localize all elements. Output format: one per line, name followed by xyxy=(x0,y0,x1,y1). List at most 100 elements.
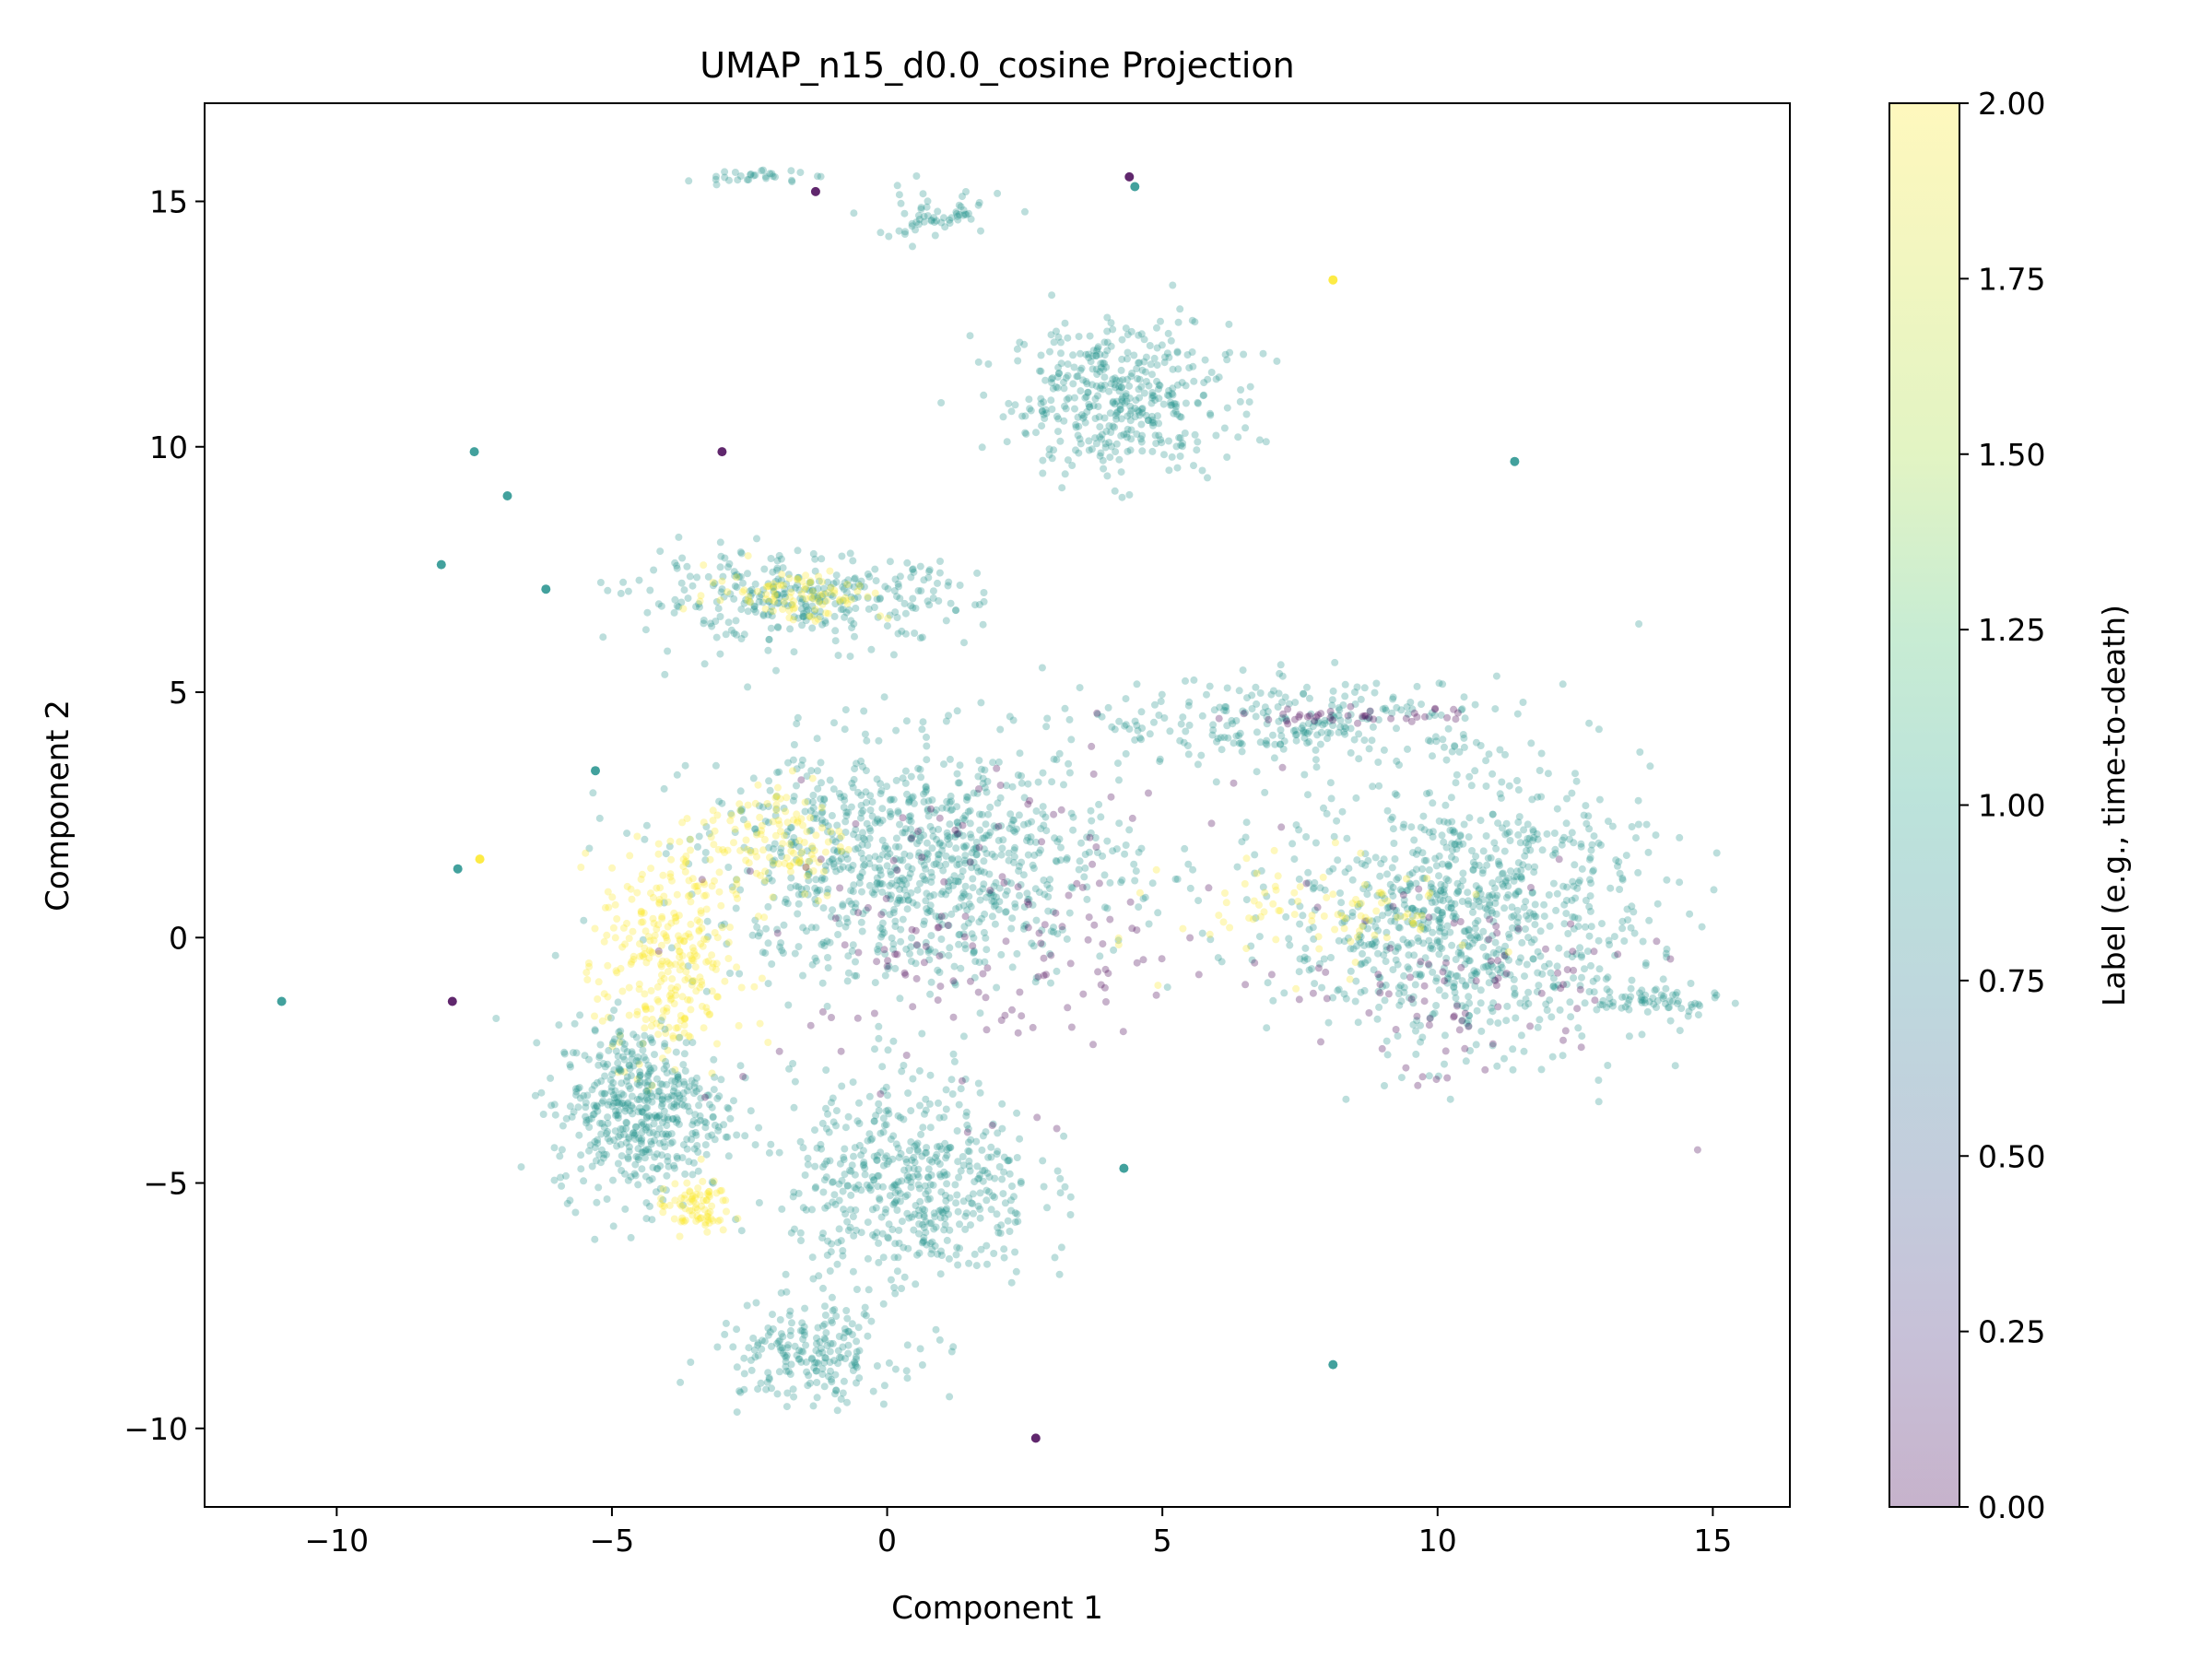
scatter-point xyxy=(997,851,1006,859)
scatter-point xyxy=(1494,957,1502,965)
scatter-point xyxy=(1054,415,1063,423)
scatter-point xyxy=(1252,683,1260,691)
scatter-point xyxy=(838,552,846,560)
scatter-point xyxy=(972,851,981,859)
scatter-point xyxy=(819,1284,827,1292)
scatter-point xyxy=(1477,742,1485,749)
scatter-point xyxy=(814,1324,822,1332)
scatter-point xyxy=(1425,712,1433,721)
scatter-point xyxy=(1311,717,1318,725)
scatter-point xyxy=(956,779,963,787)
scatter-point xyxy=(977,699,985,707)
scatter-point xyxy=(1207,369,1216,376)
scatter-point xyxy=(1064,334,1072,342)
scatter-point xyxy=(572,1049,581,1057)
scatter-point xyxy=(1220,424,1229,432)
scatter-point xyxy=(839,902,847,911)
scatter-point xyxy=(797,1347,806,1356)
scatter-point xyxy=(1403,939,1411,947)
scatter-point xyxy=(1100,465,1108,473)
scatter-point xyxy=(788,178,796,186)
scatter-point xyxy=(1168,390,1176,397)
scatter-point xyxy=(687,920,695,928)
scatter-point xyxy=(740,1370,748,1378)
scatter-point xyxy=(1441,992,1449,1000)
scatter-point xyxy=(1077,364,1086,372)
scatter-point xyxy=(842,808,851,817)
scatter-point xyxy=(1212,375,1220,383)
scatter-point xyxy=(897,199,905,207)
scatter-point xyxy=(806,827,814,835)
scatter-point xyxy=(1435,986,1443,994)
scatter-point xyxy=(806,814,815,822)
scatter-point xyxy=(961,812,970,819)
scatter-point xyxy=(794,890,803,899)
scatter-point xyxy=(1641,961,1650,970)
scatter-point xyxy=(696,1191,704,1199)
scatter-point xyxy=(853,1117,862,1125)
scatter-point xyxy=(1415,937,1423,946)
scatter-point xyxy=(983,1260,991,1268)
scatter-point xyxy=(1097,382,1105,390)
scatter-point xyxy=(905,797,913,806)
scatter-point xyxy=(1099,385,1107,394)
scatter-point xyxy=(1039,803,1047,811)
scatter-point xyxy=(900,1273,909,1281)
scatter-point xyxy=(999,1190,1007,1198)
scatter-point xyxy=(618,943,627,951)
scatter-point xyxy=(873,880,881,888)
scatter-point xyxy=(769,568,777,576)
scatter-point xyxy=(924,197,932,206)
scatter-point xyxy=(1583,819,1591,828)
scatter-point xyxy=(1505,828,1513,836)
scatter-point xyxy=(1439,680,1447,688)
scatter-point xyxy=(1236,729,1244,737)
scatter-point xyxy=(902,717,911,725)
scatter-point xyxy=(952,844,960,853)
scatter-point xyxy=(1018,412,1026,420)
scatter-point xyxy=(1065,394,1073,402)
scatter-point xyxy=(809,549,818,558)
scatter-point xyxy=(1121,399,1129,407)
scatter-point xyxy=(1339,701,1347,709)
scatter-point xyxy=(1138,408,1147,417)
scatter-point xyxy=(1309,723,1317,731)
scatter-point xyxy=(1521,972,1528,981)
scatter-point xyxy=(1194,398,1202,406)
scatter-point xyxy=(1567,1013,1575,1021)
scatter-point xyxy=(776,848,784,856)
scatter-point xyxy=(789,616,797,624)
scatter-point xyxy=(1546,922,1554,930)
scatter-point xyxy=(1022,429,1030,438)
scatter-point xyxy=(673,771,681,779)
scatter-point xyxy=(613,915,621,923)
scatter-point xyxy=(828,1014,835,1021)
scatter-point xyxy=(1585,902,1594,911)
scatter-point xyxy=(1203,690,1210,699)
scatter-point xyxy=(1185,721,1194,729)
scatter-point xyxy=(1062,374,1070,382)
scatter-point xyxy=(861,730,869,738)
scatter-point xyxy=(686,1198,694,1206)
scatter-point xyxy=(859,806,867,815)
scatter-point xyxy=(935,569,944,577)
scatter-point xyxy=(943,1236,951,1244)
scatter-point xyxy=(1043,714,1052,723)
scatter-point xyxy=(1544,770,1552,778)
scatter-point xyxy=(1477,1027,1486,1035)
scatter-point xyxy=(1111,423,1119,431)
scatter-point xyxy=(695,1101,703,1110)
scatter-point xyxy=(1182,727,1190,735)
scatter-point xyxy=(1241,424,1250,432)
scatter-point xyxy=(1173,410,1182,418)
scatter-point xyxy=(899,856,907,865)
chart-title: UMAP_n15_d0.0_cosine Projection xyxy=(700,45,1294,86)
scatter-point xyxy=(959,901,968,910)
scatter-point xyxy=(965,1138,972,1147)
scatter-point xyxy=(1054,428,1062,436)
scatter-point xyxy=(924,573,933,582)
scatter-point xyxy=(847,593,855,601)
scatter-point xyxy=(742,595,750,604)
scatter-point xyxy=(1159,400,1168,408)
scatter-point xyxy=(685,1107,693,1115)
